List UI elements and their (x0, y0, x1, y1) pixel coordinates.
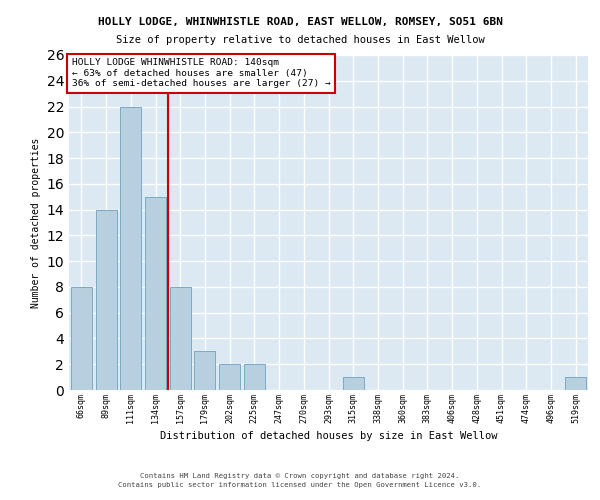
Bar (120, 106, 141, 390)
Y-axis label: Number of detached properties: Number of detached properties (31, 138, 41, 308)
Text: Size of property relative to detached houses in East Wellow: Size of property relative to detached ho… (116, 35, 484, 45)
Bar (194, 352, 215, 390)
Bar (71, 287, 92, 390)
Bar (145, 196, 166, 390)
Bar (95, 210, 116, 390)
Text: HOLLY LODGE, WHINWHISTLE ROAD, EAST WELLOW, ROMSEY, SO51 6BN: HOLLY LODGE, WHINWHISTLE ROAD, EAST WELL… (97, 18, 503, 28)
Bar (244, 364, 265, 390)
Bar (170, 287, 191, 390)
Bar (343, 377, 364, 390)
Bar (565, 377, 586, 390)
Bar (219, 364, 240, 390)
Text: HOLLY LODGE WHINWHISTLE ROAD: 140sqm
← 63% of detached houses are smaller (47)
3: HOLLY LODGE WHINWHISTLE ROAD: 140sqm ← 6… (71, 58, 331, 88)
X-axis label: Distribution of detached houses by size in East Wellow: Distribution of detached houses by size … (160, 431, 497, 441)
Text: Contains HM Land Registry data © Crown copyright and database right 2024.
Contai: Contains HM Land Registry data © Crown c… (118, 473, 482, 488)
